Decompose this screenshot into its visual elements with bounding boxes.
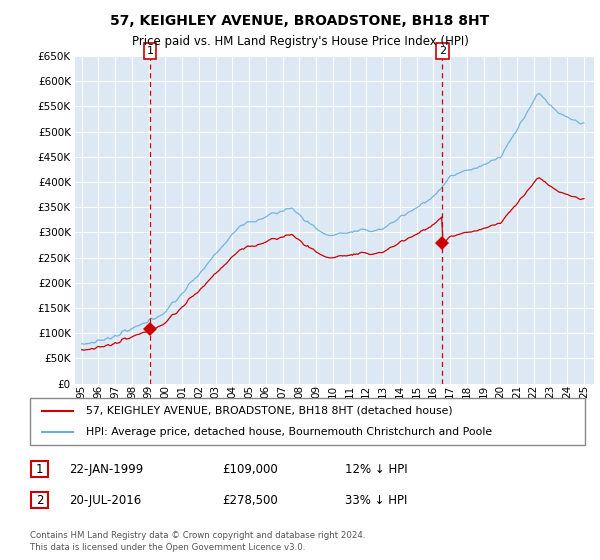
Text: 2: 2 <box>36 493 43 507</box>
Text: £109,000: £109,000 <box>222 463 278 476</box>
Text: 33% ↓ HPI: 33% ↓ HPI <box>345 493 407 507</box>
Text: 57, KEIGHLEY AVENUE, BROADSTONE, BH18 8HT (detached house): 57, KEIGHLEY AVENUE, BROADSTONE, BH18 8H… <box>86 406 452 416</box>
FancyBboxPatch shape <box>30 398 585 445</box>
Text: 20-JUL-2016: 20-JUL-2016 <box>69 493 141 507</box>
Text: 12% ↓ HPI: 12% ↓ HPI <box>345 463 407 476</box>
Text: 1: 1 <box>36 463 43 476</box>
Text: 57, KEIGHLEY AVENUE, BROADSTONE, BH18 8HT: 57, KEIGHLEY AVENUE, BROADSTONE, BH18 8H… <box>110 14 490 28</box>
FancyBboxPatch shape <box>31 492 48 508</box>
Text: Contains HM Land Registry data © Crown copyright and database right 2024.
This d: Contains HM Land Registry data © Crown c… <box>30 531 365 552</box>
Text: £278,500: £278,500 <box>222 493 278 507</box>
Text: HPI: Average price, detached house, Bournemouth Christchurch and Poole: HPI: Average price, detached house, Bour… <box>86 427 491 437</box>
Text: 2: 2 <box>439 46 446 56</box>
FancyBboxPatch shape <box>31 461 48 477</box>
Text: 1: 1 <box>146 46 154 56</box>
Text: Price paid vs. HM Land Registry's House Price Index (HPI): Price paid vs. HM Land Registry's House … <box>131 35 469 48</box>
Text: 22-JAN-1999: 22-JAN-1999 <box>69 463 143 476</box>
